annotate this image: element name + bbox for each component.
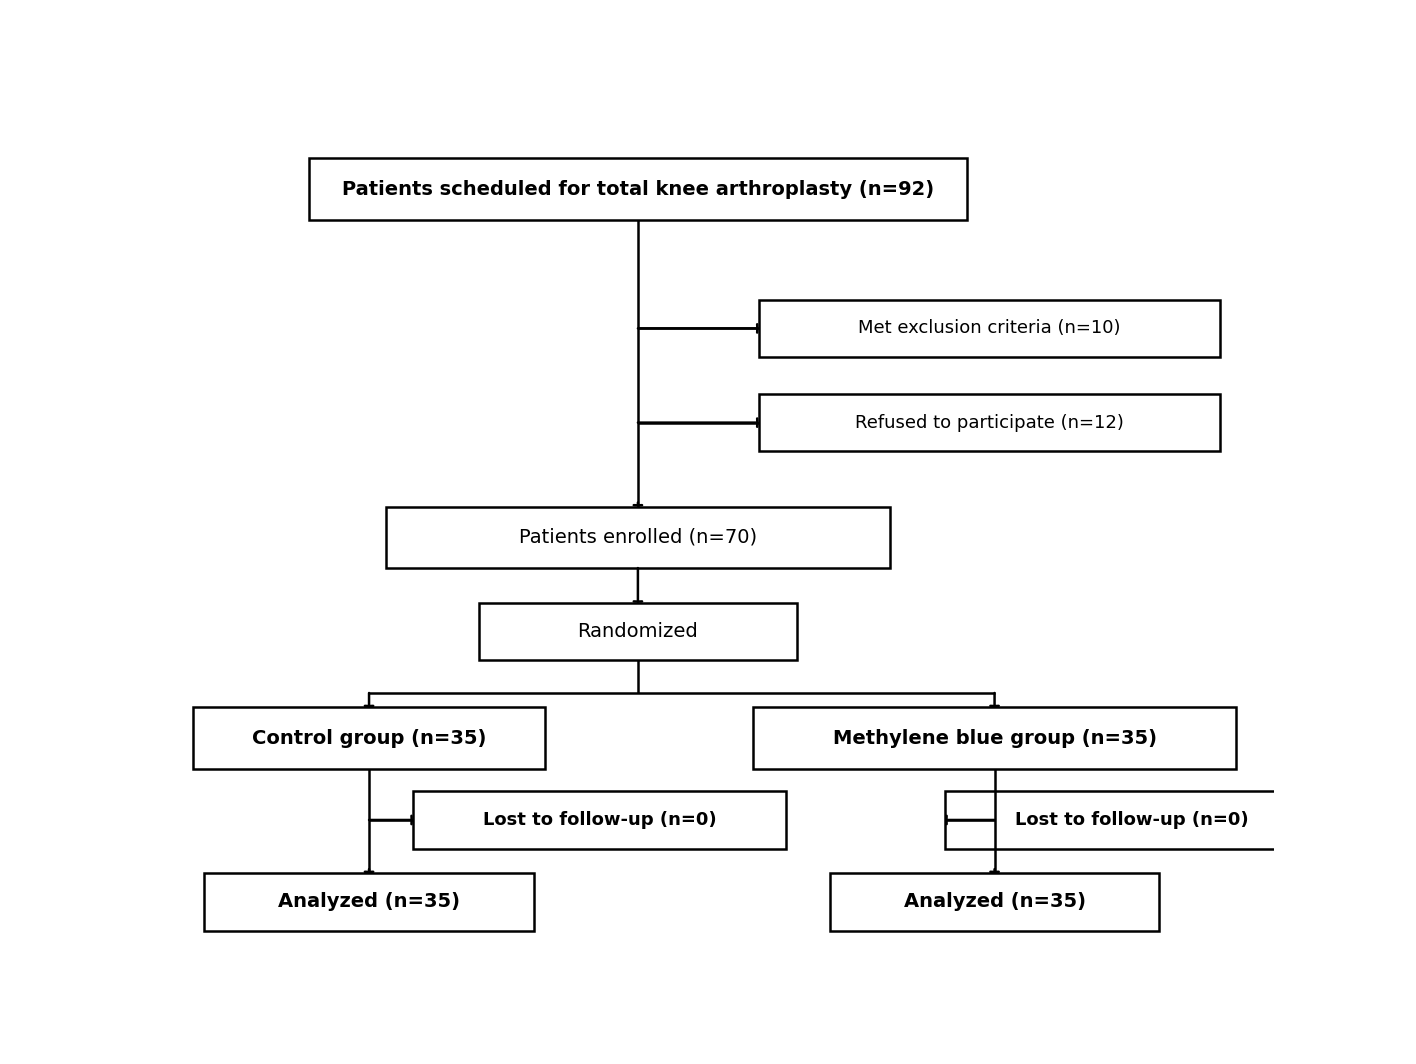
- FancyBboxPatch shape: [946, 792, 1318, 849]
- FancyBboxPatch shape: [753, 708, 1236, 769]
- Text: Lost to follow-up (n=0): Lost to follow-up (n=0): [483, 811, 716, 829]
- FancyBboxPatch shape: [759, 300, 1219, 358]
- FancyBboxPatch shape: [479, 603, 797, 660]
- Text: Lost to follow-up (n=0): Lost to follow-up (n=0): [1015, 811, 1249, 829]
- Text: Met exclusion criteria (n=10): Met exclusion criteria (n=10): [858, 319, 1120, 337]
- FancyBboxPatch shape: [830, 874, 1160, 931]
- FancyBboxPatch shape: [309, 159, 967, 220]
- Text: Methylene blue group (n=35): Methylene blue group (n=35): [833, 729, 1157, 748]
- Text: Patients scheduled for total knee arthroplasty (n=92): Patients scheduled for total knee arthro…: [341, 180, 935, 199]
- Text: Randomized: Randomized: [578, 622, 698, 641]
- FancyBboxPatch shape: [759, 394, 1219, 451]
- FancyBboxPatch shape: [413, 792, 786, 849]
- FancyBboxPatch shape: [194, 708, 545, 769]
- Text: Patients enrolled (n=70): Patients enrolled (n=70): [518, 528, 758, 547]
- Text: Analyzed (n=35): Analyzed (n=35): [278, 893, 460, 912]
- Text: Analyzed (n=35): Analyzed (n=35): [903, 893, 1086, 912]
- Text: Control group (n=35): Control group (n=35): [252, 729, 486, 748]
- FancyBboxPatch shape: [385, 506, 891, 568]
- FancyBboxPatch shape: [204, 874, 534, 931]
- Text: Refused to participate (n=12): Refused to participate (n=12): [855, 414, 1123, 432]
